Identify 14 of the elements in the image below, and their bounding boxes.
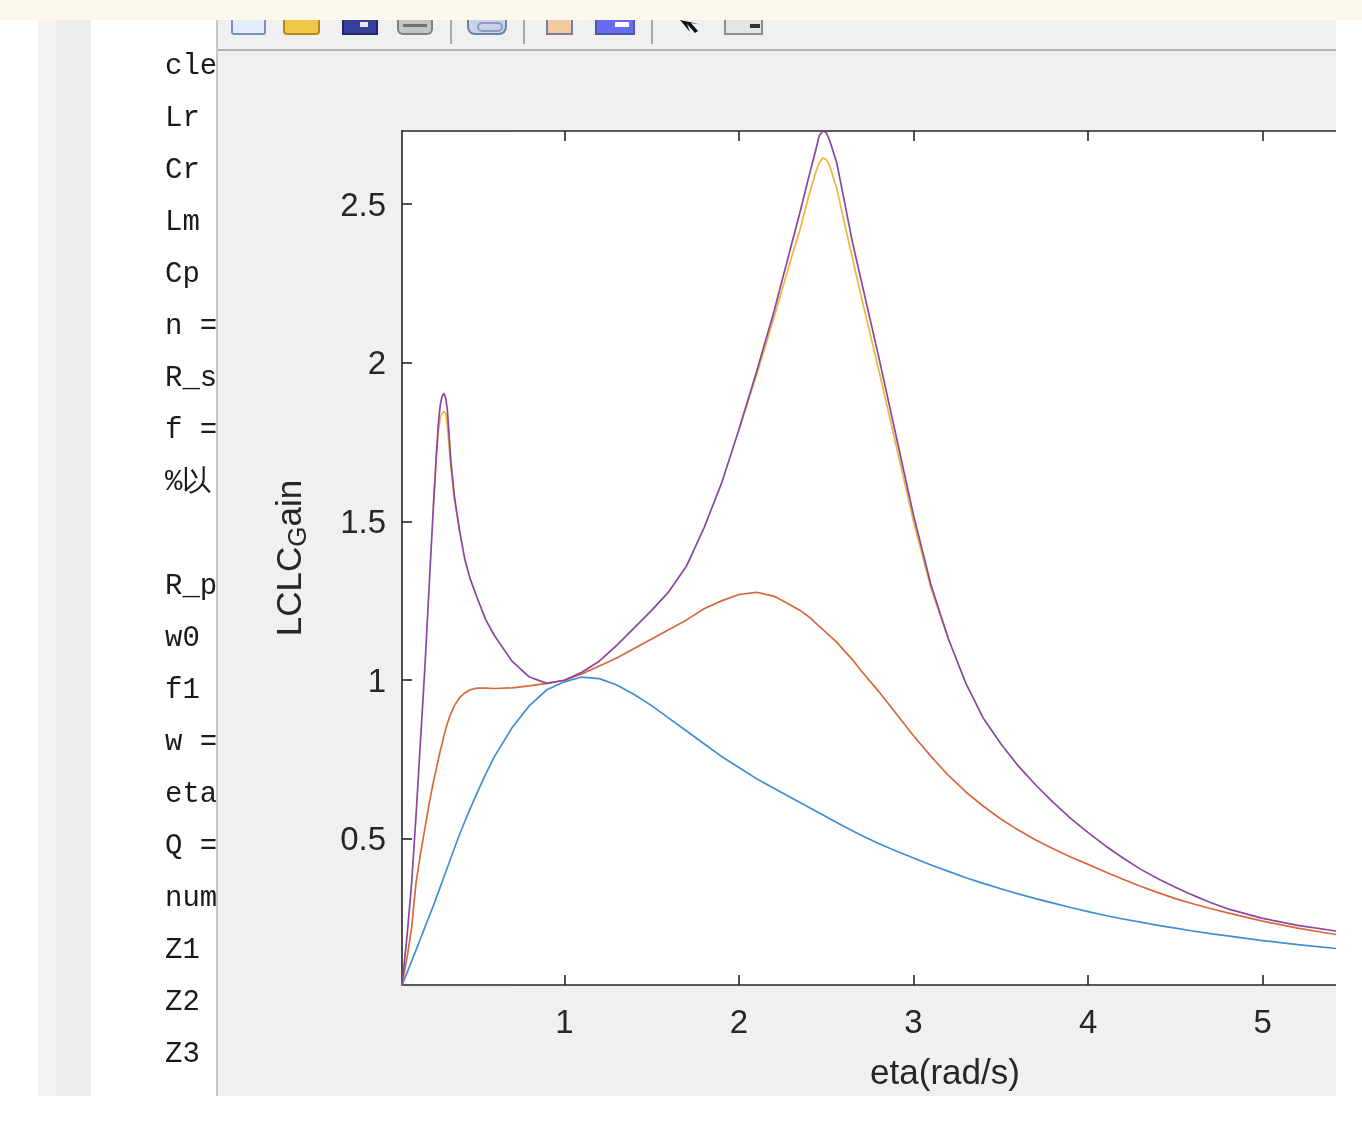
x-tick-label: 2	[729, 1003, 749, 1040]
x-tick-label: 1	[555, 1003, 574, 1040]
y-tick-label: 2	[367, 344, 386, 382]
x-tick-label: 5	[1253, 1003, 1272, 1040]
y-tick-label: 2.5	[340, 185, 386, 223]
y-tick-label: 1	[367, 661, 386, 699]
x-tick-label: 3	[904, 1003, 923, 1040]
line-series	[401, 130, 1336, 986]
y-tick-label: 0.5	[340, 820, 386, 858]
text: cle Lr Cr Lm Cp n = R_s f = %以 R_p w0 f1 w = eta Q = num Z1 Z2 Z3	[165, 50, 217, 1071]
y-axis-title: LCLCGain	[268, 479, 312, 637]
x-axis-title: eta(rad/s)	[870, 1052, 1020, 1091]
y-tick-label: 1.5	[340, 502, 386, 540]
x-tick-label: 4	[1078, 1003, 1098, 1040]
